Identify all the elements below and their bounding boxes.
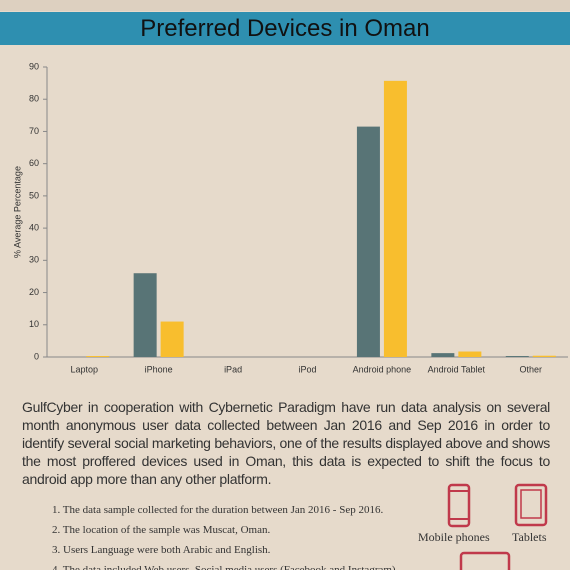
- bar: [356, 126, 380, 357]
- top-strip: [0, 0, 570, 11]
- bar: [160, 321, 184, 357]
- bar: [532, 355, 556, 357]
- y-tick-label: 80: [29, 94, 39, 104]
- notes: 1. The data sample collected for the dur…: [52, 502, 396, 570]
- chart-title: Preferred Devices in Oman: [0, 12, 570, 45]
- chart: % Average Percentage 0 10 20 30 40 50 60 70 80 90…: [12, 61, 568, 374]
- y-tick-label: 60: [29, 158, 39, 168]
- x-tick-label: iPod: [298, 364, 316, 374]
- note: 2. The location of the sample was Muscat…: [52, 524, 271, 536]
- note: 4. The data included Web users, Social m…: [52, 564, 396, 570]
- x-tick-label: iPad: [224, 364, 242, 374]
- bar: [431, 353, 455, 357]
- icon-label: Mobile phones: [418, 530, 490, 544]
- x-tick-label: iPhone: [145, 364, 173, 374]
- bar: [505, 356, 529, 357]
- x-tick-label: Android phone: [353, 364, 412, 374]
- y-tick-label: 50: [29, 190, 39, 200]
- tablet-icon-screen: [520, 489, 542, 519]
- y-tick-label: 70: [29, 126, 39, 136]
- note: 3. Users Language were both Arabic and E…: [52, 544, 271, 556]
- laptop-icon: [459, 551, 511, 570]
- x-tick-label: Laptop: [70, 364, 98, 374]
- tablet-icon: [514, 483, 548, 527]
- bar: [86, 356, 110, 357]
- y-axis-label: % Average Percentage: [12, 166, 22, 258]
- x-tick-label: Other: [520, 364, 543, 374]
- description: GulfCyber in cooperation with Cybernetic…: [22, 399, 550, 487]
- x-tick-label: Android Tablet: [428, 364, 486, 374]
- phone-icon: [447, 483, 471, 528]
- y-tick-label: 20: [29, 287, 39, 297]
- note: 1. The data sample collected for the dur…: [52, 504, 384, 516]
- icon-label: Tablets: [512, 530, 547, 544]
- y-tick-label: 30: [29, 255, 39, 265]
- bar: [133, 273, 157, 357]
- y-tick-label: 10: [29, 319, 39, 329]
- y-tick-label: 40: [29, 222, 39, 232]
- y-tick-label: 90: [29, 61, 39, 71]
- y-tick-label: 0: [34, 351, 39, 361]
- bar: [383, 80, 407, 357]
- bar: [458, 351, 482, 357]
